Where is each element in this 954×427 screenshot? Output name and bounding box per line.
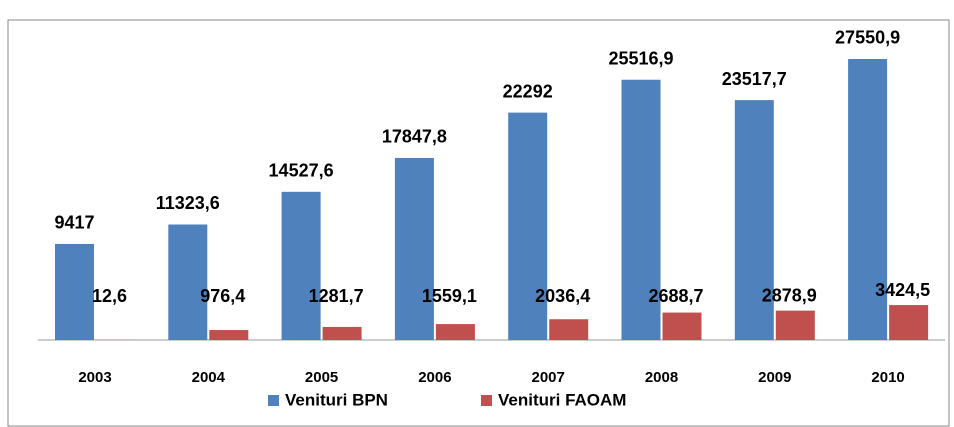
value-label: 12,6 — [92, 286, 127, 306]
x-tick-label: 2010 — [871, 369, 904, 386]
x-tick-label: 2007 — [532, 369, 565, 386]
value-label: 2036,4 — [535, 286, 590, 306]
value-label: 1281,7 — [309, 286, 364, 306]
x-tick-label: 2008 — [645, 369, 678, 386]
value-label: 17847,8 — [382, 127, 447, 147]
bar — [734, 100, 774, 340]
legend-label: Venituri FAOAM — [498, 390, 626, 409]
legend-swatch — [481, 395, 492, 406]
value-label: 2878,9 — [762, 285, 817, 305]
value-label: 25516,9 — [608, 48, 673, 68]
bar — [209, 330, 249, 340]
bar — [662, 312, 702, 340]
bar — [848, 58, 888, 340]
value-label: 2688,7 — [648, 286, 703, 306]
value-label: 3424,5 — [875, 280, 930, 300]
value-label: 27550,9 — [835, 28, 900, 48]
x-tick-label: 2005 — [305, 369, 338, 386]
value-label: 976,4 — [200, 286, 245, 306]
bar — [508, 112, 548, 340]
bar — [322, 326, 362, 340]
bar — [281, 191, 321, 340]
bar — [621, 79, 661, 340]
legend-label: Venituri BPN — [285, 390, 388, 409]
x-tick-label: 2004 — [192, 369, 226, 386]
chart-frame — [7, 19, 950, 427]
bar — [889, 305, 929, 340]
value-label: 14527,6 — [269, 161, 334, 181]
x-tick-label: 2009 — [758, 369, 791, 386]
value-label: 9417 — [54, 213, 94, 233]
bar — [775, 310, 815, 340]
bar — [168, 224, 208, 340]
bar — [55, 243, 94, 340]
value-label: 1559,1 — [422, 286, 477, 306]
bar — [394, 157, 434, 340]
x-tick-label: 2003 — [78, 369, 111, 386]
bar — [435, 324, 475, 340]
legend-swatch — [268, 395, 279, 406]
value-label: 23517,7 — [722, 69, 787, 89]
value-label: 22292 — [503, 81, 553, 101]
value-label: 11323,6 — [156, 193, 220, 213]
bar — [549, 319, 589, 340]
x-tick-label: 2006 — [418, 369, 451, 386]
